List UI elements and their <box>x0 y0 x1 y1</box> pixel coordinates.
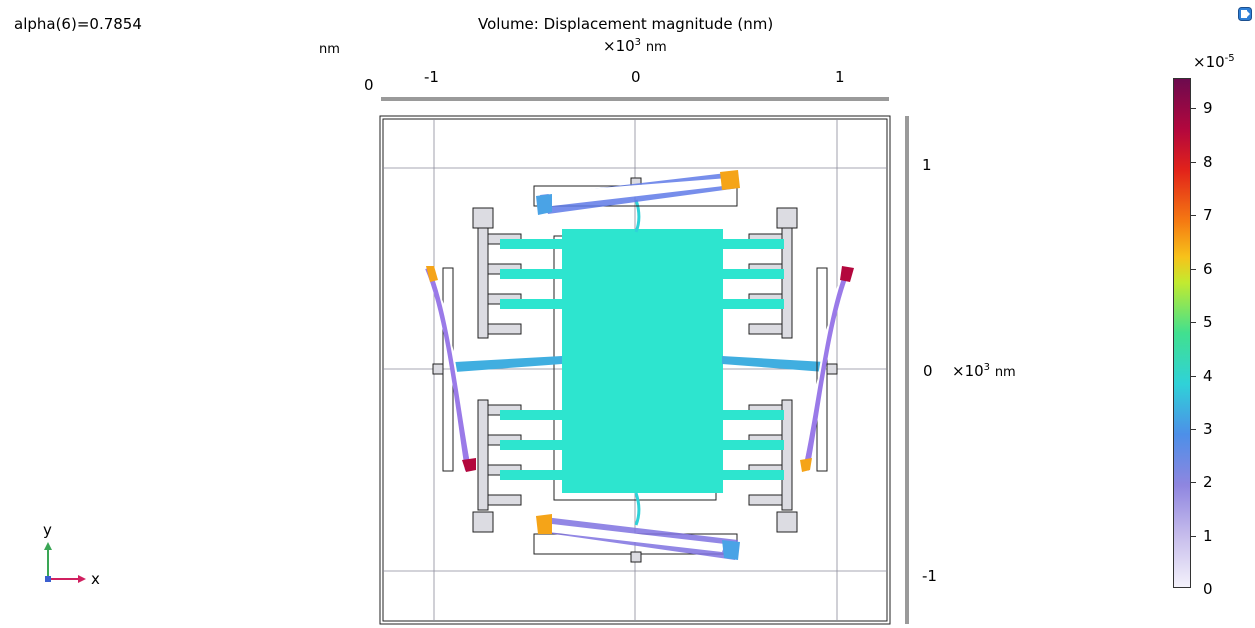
colorbar-tick-mark <box>1191 482 1196 483</box>
x-axis-bar <box>381 97 889 101</box>
proof-mass <box>562 229 723 493</box>
y-tick-label: -1 <box>922 567 937 585</box>
right-spring <box>800 266 854 472</box>
y-axis-bar <box>905 116 909 624</box>
colorbar-tick: 7 <box>1203 206 1213 224</box>
triad-y-label: y <box>43 521 52 539</box>
x-tick-label: 0 <box>631 68 641 86</box>
triad-x-label: x <box>91 570 100 588</box>
colorbar-tick: 5 <box>1203 313 1213 331</box>
colorbar-tick: 1 <box>1203 527 1213 545</box>
origin-zero-label: 0 <box>364 76 374 94</box>
colorbar-tick-mark <box>1191 376 1196 377</box>
y-scale-prefix: ×10 <box>952 362 984 380</box>
left-spring <box>425 266 476 472</box>
colorbar-legend <box>1173 78 1191 588</box>
colorbar-tick: 2 <box>1203 473 1213 491</box>
colorbar-exp-value: -5 <box>1224 53 1235 64</box>
colorbar-tick-mark <box>1191 322 1196 323</box>
y-scale-exp: 3 <box>983 362 991 373</box>
axis-triad <box>44 542 86 583</box>
plot-title: Volume: Displacement magnitude (nm) <box>478 15 774 33</box>
colorbar-tick-mark <box>1191 269 1196 270</box>
view-toggle-icon[interactable] <box>1238 6 1252 21</box>
x-tick-label: 1 <box>835 68 845 86</box>
colorbar-tick-mark <box>1191 108 1196 109</box>
colorbar-tick-mark <box>1191 162 1196 163</box>
colorbar-tick: 0 <box>1203 580 1213 598</box>
x-scale-label: ×103 nm <box>603 37 667 55</box>
colorbar-tick: 6 <box>1203 260 1213 278</box>
colorbar-tick-mark <box>1191 536 1196 537</box>
x-scale-unit: nm <box>645 40 667 55</box>
y-tick-label: 0 <box>923 362 933 380</box>
x-scale-exp: 3 <box>634 37 642 48</box>
top-unit-label: nm <box>319 42 340 57</box>
mass-fingers <box>500 239 784 480</box>
colorbar-exp-prefix: ×10 <box>1193 53 1225 71</box>
anchor-pads <box>472 207 798 533</box>
y-tick-label: 1 <box>922 156 932 174</box>
y-scale-unit: nm <box>994 365 1016 380</box>
top-spring <box>533 170 740 215</box>
horizontal-beams <box>455 356 825 372</box>
parameter-label: alpha(6)=0.7854 <box>14 15 142 33</box>
vertical-tethers <box>634 199 641 526</box>
colorbar-exponent: ×10-5 <box>1193 53 1235 71</box>
colorbar-tick: 9 <box>1203 99 1213 117</box>
colorbar-tick-mark <box>1191 215 1196 216</box>
colorbar-tick: 8 <box>1203 153 1213 171</box>
colorbar-tick: 3 <box>1203 420 1213 438</box>
x-scale-prefix: ×10 <box>603 37 635 55</box>
y-scale-label: ×103 nm <box>952 362 1016 380</box>
colorbar-tick: 4 <box>1203 367 1213 385</box>
x-tick-label: -1 <box>424 68 439 86</box>
domain-frame-outer <box>379 115 891 625</box>
colorbar-tick-mark <box>1191 429 1196 430</box>
bottom-spring <box>533 514 740 563</box>
